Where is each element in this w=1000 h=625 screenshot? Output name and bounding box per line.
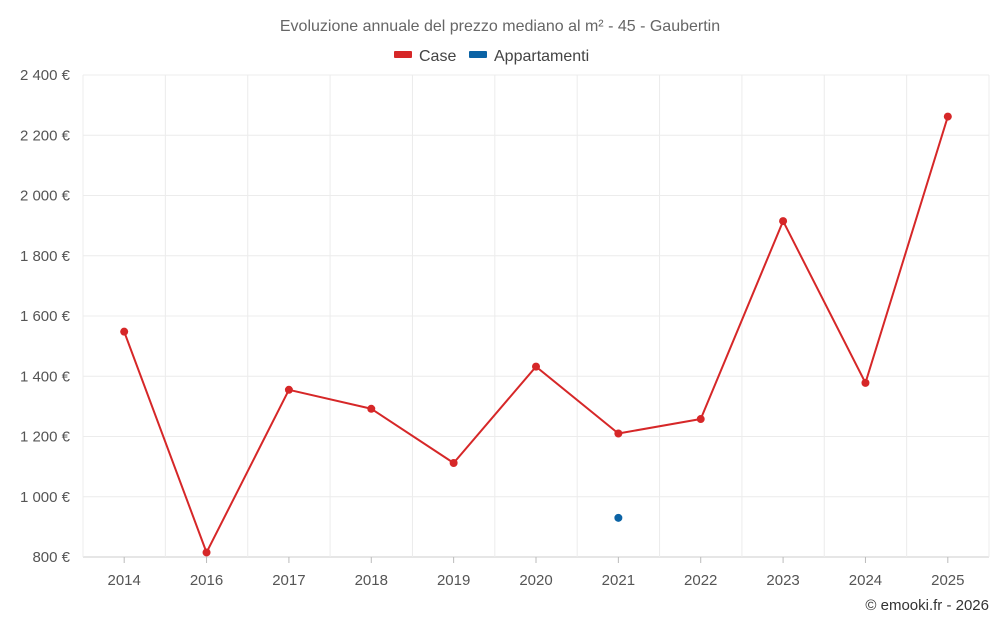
y-tick-label: 1 600 €	[20, 308, 71, 325]
legend-label-appartamenti[interactable]: Appartamenti	[494, 48, 589, 65]
y-tick-label: 2 400 €	[20, 67, 71, 84]
x-tick-label: 2021	[602, 572, 635, 589]
x-tick-label: 2014	[107, 572, 140, 589]
data-point-case	[449, 459, 458, 468]
x-tick-label: 2022	[684, 572, 717, 589]
y-tick-label: 2 000 €	[20, 188, 71, 205]
y-tick-label: 1 200 €	[20, 429, 71, 446]
x-tick-label: 2019	[437, 572, 470, 589]
data-point-case	[367, 404, 376, 413]
y-axis: 800 € 1 000 € 1 200 € 1 400 € 1 600 € 1 800 €…	[20, 67, 71, 566]
y-tick-label: 2 200 €	[20, 127, 71, 144]
data-point-case	[532, 362, 540, 371]
y-tick-label: 1 400 €	[20, 368, 71, 385]
data-point-case	[779, 217, 788, 226]
series-layer	[120, 112, 952, 557]
chart-credit: © emooki.fr - 2026	[865, 597, 989, 614]
legend-swatch-case	[394, 51, 412, 58]
x-tick-label: 2023	[766, 572, 799, 589]
grid	[82, 74, 990, 558]
data-point-case	[202, 548, 211, 557]
legend-swatch-appartamenti	[469, 51, 487, 58]
x-tick-label: 2018	[355, 572, 388, 589]
legend: Case Appartamenti	[394, 48, 589, 65]
x-axis: 2014 2016 2017 2018 2019 2020 2021 2022 2023 2024…	[107, 557, 965, 589]
chart-title: Evoluzione annuale del prezzo mediano al…	[280, 18, 720, 35]
x-tick-label: 2017	[272, 572, 305, 589]
x-tick-label: 2024	[849, 572, 882, 589]
data-point-case	[696, 415, 705, 424]
legend-label-case[interactable]: Case	[419, 48, 456, 65]
data-point-appartamenti	[614, 513, 623, 522]
y-tick-label: 800 €	[32, 549, 70, 566]
x-tick-label: 2016	[190, 572, 223, 589]
x-tick-label: 2020	[519, 572, 552, 589]
data-point-case	[614, 429, 623, 438]
data-point-case	[120, 327, 129, 336]
data-point-case	[861, 378, 870, 387]
x-tick-label: 2025	[931, 572, 964, 589]
data-point-case	[284, 385, 293, 394]
y-tick-label: 1 000 €	[20, 489, 71, 506]
data-point-case	[943, 112, 952, 121]
y-tick-label: 1 800 €	[20, 248, 71, 265]
